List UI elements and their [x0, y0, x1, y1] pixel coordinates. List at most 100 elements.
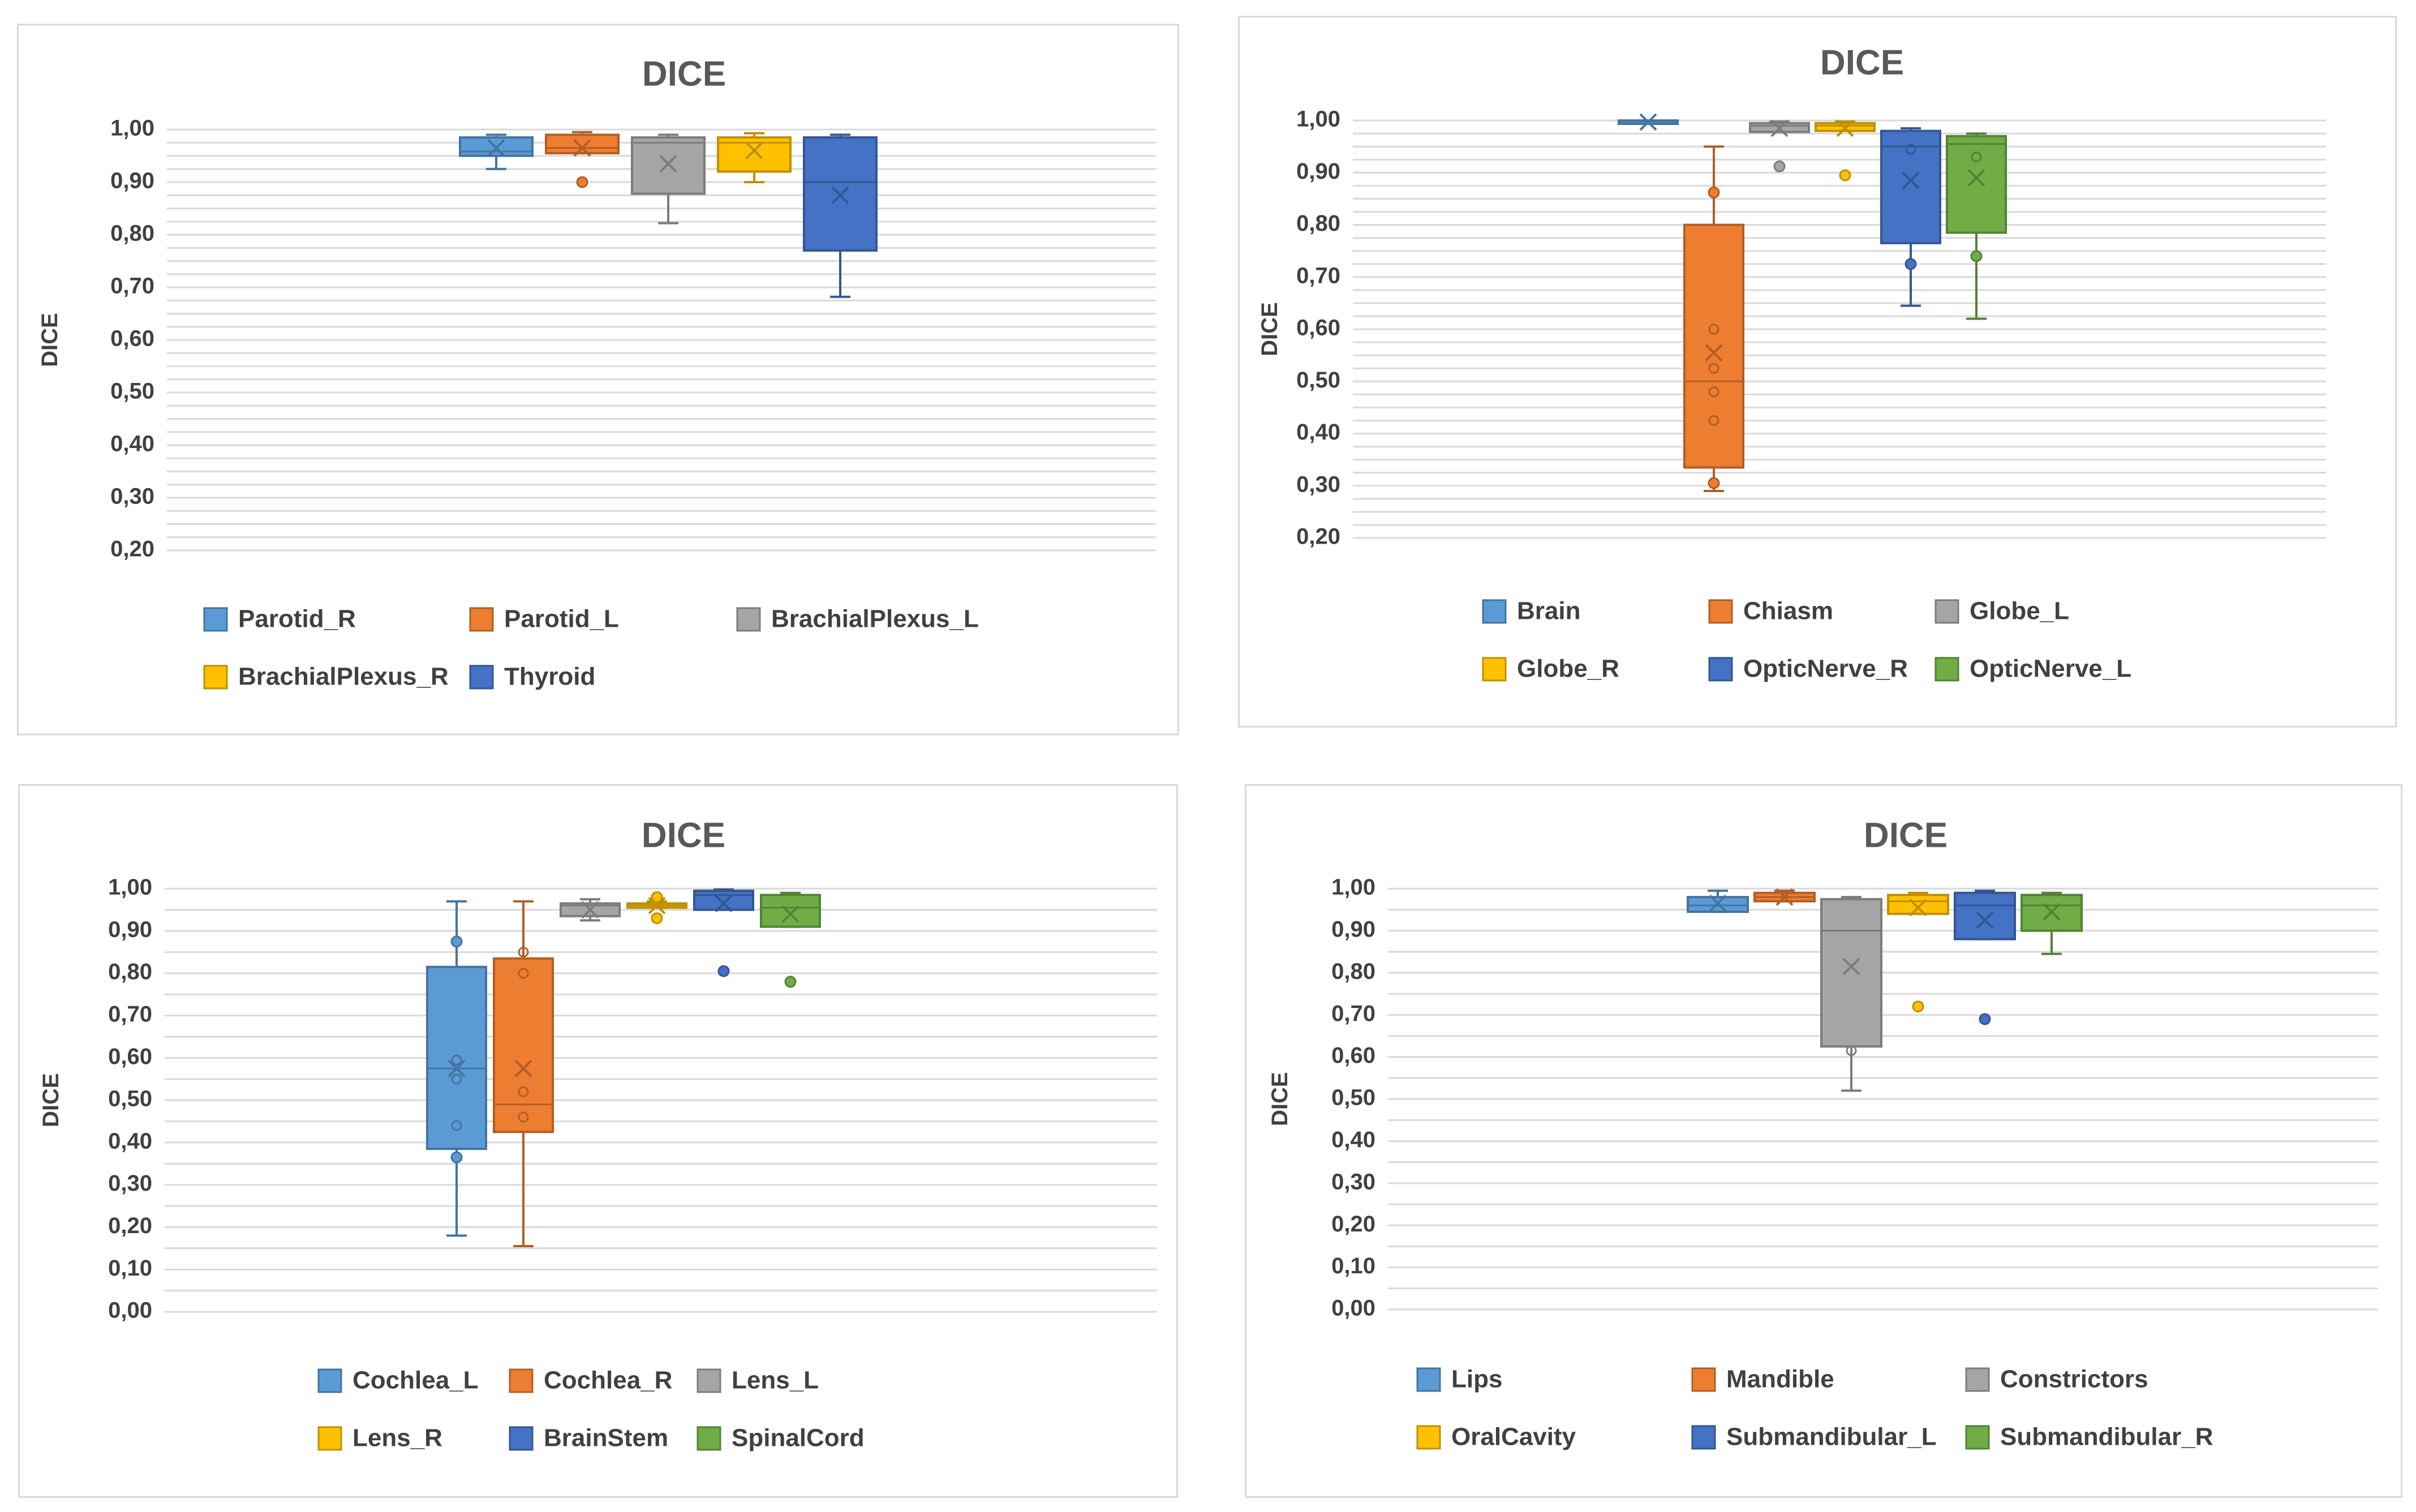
outlier-point	[784, 976, 797, 988]
y-tick-label: 0,80	[1331, 959, 1375, 984]
y-tick-label: 0,80	[108, 959, 152, 984]
legend-swatch	[736, 607, 761, 632]
mean-marker	[648, 897, 666, 915]
data-point	[1846, 1045, 1857, 1056]
mean-marker	[581, 901, 599, 919]
data-point	[1708, 324, 1719, 335]
chart-title: DICE	[642, 54, 726, 93]
legend-label: Lens_R	[352, 1424, 442, 1452]
y-tick-label: 0,80	[1296, 211, 1340, 236]
box-SpinalCord	[760, 891, 821, 988]
box-body	[1887, 894, 1949, 915]
outlier-point	[651, 891, 663, 903]
box-BrachialPlexus_L	[631, 133, 706, 225]
box-OpticNerve_R	[1880, 127, 1941, 307]
data-point	[1905, 144, 1916, 155]
mean-marker	[573, 139, 591, 157]
legend-label: Parotid_L	[504, 605, 619, 633]
data-point	[1971, 152, 1982, 163]
legend: Lips Mandible Constrictors OralCavity Subman…	[1416, 1365, 2213, 1451]
y-tick-label: 0,20	[1296, 524, 1340, 549]
box-Mandible	[1753, 888, 1816, 906]
chart-svg: DICE DICE 1,00 0,90 0,80 0,70 0,60 0,50 0,40 0,30…	[37, 54, 1156, 691]
y-tick-label: 0,00	[1331, 1296, 1375, 1321]
y-tick-label: 0,70	[108, 1002, 152, 1027]
box-body	[631, 136, 706, 195]
mean-marker	[1709, 894, 1727, 912]
box-body	[693, 889, 754, 911]
legend-swatch	[1934, 599, 1959, 624]
legend-swatch	[509, 1368, 534, 1393]
outlier-point	[1708, 186, 1720, 199]
chart-panel-top-right: DICE DICE 1,00 0,90 0,80 0,70 0,60 0,50 0,40 0,30…	[1238, 16, 2397, 727]
box-Submandibular_L	[1954, 889, 2016, 1026]
y-tick-label: 0,90	[108, 917, 152, 942]
y-tick-label: 1,00	[1296, 107, 1340, 132]
legend-swatch	[469, 607, 494, 632]
mean-marker	[514, 1059, 532, 1078]
y-tick-label: 1,00	[110, 116, 154, 141]
legend-swatch	[1691, 1425, 1716, 1450]
y-tick-label: 0,10	[108, 1256, 152, 1281]
chart-svg: DICE DICE 1,00 0,90 0,80 0,70 0,60 0,50 0,40 0,30…	[38, 816, 1157, 1452]
data-point	[518, 1086, 529, 1097]
mean-marker	[448, 1059, 466, 1078]
legend-swatch	[697, 1368, 721, 1393]
data-point	[518, 946, 529, 958]
box-Thyroid	[803, 133, 878, 298]
legend-label: Constrictors	[2000, 1365, 2148, 1393]
legend-label: BrachialPlexus_R	[238, 663, 449, 691]
legend-label: SpinalCord	[732, 1424, 865, 1452]
box-Globe_L	[1749, 119, 1810, 173]
legend-label: BrainStem	[544, 1424, 668, 1452]
mean-marker	[831, 186, 849, 204]
legend: Brain Chiasm Globe_L Globe_R OpticNerve_R Opt…	[1482, 597, 2131, 683]
legend-swatch	[1708, 657, 1733, 682]
legend-swatch	[203, 665, 228, 690]
box-Parotid_L	[545, 131, 620, 188]
box-Cochlea_R	[493, 900, 554, 1248]
box-Lens_R	[626, 891, 687, 924]
y-tick-label: 0,30	[108, 1171, 152, 1196]
legend-label: BrachialPlexus_L	[771, 605, 979, 633]
box-body	[493, 957, 554, 1134]
box-body	[803, 136, 878, 252]
mean-marker	[1976, 911, 1994, 929]
legend-swatch	[1482, 657, 1507, 682]
outlier-point	[1708, 477, 1720, 489]
y-axis-label: DICE	[38, 1073, 63, 1127]
mean-marker	[745, 141, 763, 160]
outlier-point	[450, 936, 463, 947]
legend-label: Lens_L	[732, 1367, 819, 1394]
y-tick-label: 0,50	[110, 379, 154, 404]
box-Constrictors	[1820, 895, 1882, 1092]
y-tick-label: 0,50	[1331, 1085, 1375, 1110]
mean-marker	[1909, 899, 1927, 916]
box-body	[1946, 135, 2007, 234]
chart-title: DICE	[642, 816, 725, 855]
y-tick-label: 0,20	[110, 537, 154, 562]
data-point	[451, 1054, 462, 1066]
y-tick-label: 0,10	[1331, 1253, 1375, 1278]
chart-title: DICE	[1820, 43, 1904, 82]
mean-marker	[1639, 113, 1657, 131]
outlier-point	[1970, 250, 1983, 262]
y-tick-label: 0,20	[1331, 1212, 1375, 1237]
legend-label: Cochlea_R	[544, 1367, 672, 1394]
legend-label: OpticNerve_L	[1970, 655, 2131, 683]
y-tick-label: 0,80	[110, 221, 154, 246]
box-Chiasm	[1683, 145, 1744, 492]
legend-label: Globe_R	[1517, 655, 1619, 683]
legend-swatch	[509, 1426, 534, 1451]
y-axis-label: DICE	[1257, 302, 1282, 356]
y-tick-label: 0,90	[1296, 159, 1340, 184]
legend-swatch	[469, 665, 494, 690]
legend-label: Parotid_R	[238, 605, 356, 633]
y-tick-label: 0,70	[110, 274, 154, 299]
mean-marker	[2043, 903, 2061, 921]
chart-svg: DICE DICE 1,00 0,90 0,80 0,70 0,60 0,50 0,40 0,30…	[1257, 43, 2326, 683]
y-axis-label: DICE	[37, 313, 62, 367]
mean-marker	[1776, 888, 1794, 906]
y-tick-label: 0,20	[108, 1213, 152, 1238]
box-BrainStem	[693, 888, 754, 977]
